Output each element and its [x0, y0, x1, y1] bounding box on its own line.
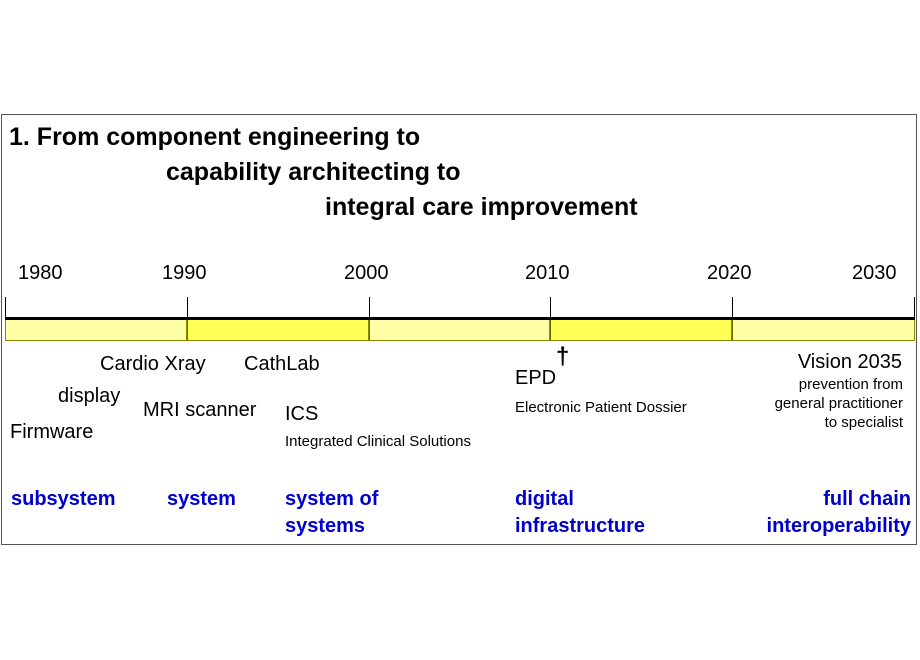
band-separator [187, 319, 188, 341]
year-label-2010: 2010 [525, 262, 570, 284]
title-line-2: capability architecting to [166, 158, 461, 186]
item-vision-2035: Vision 2035 [797, 351, 902, 373]
stage-full-chain-line-2: interoperability [766, 515, 911, 537]
vision-description-line-2: general practitioner [774, 395, 903, 412]
item-mri-scanner: MRI scanner [143, 399, 257, 421]
vision-description-line-1: prevention from [798, 376, 903, 393]
timeline-band-1990s [187, 319, 369, 341]
item-epd: EPD [515, 367, 557, 389]
diagram-frame [1, 114, 917, 545]
dagger-icon: † [556, 343, 570, 370]
year-label-2020: 2020 [707, 262, 752, 284]
stage-digital-line-1: digital [515, 488, 574, 510]
stage-digital-line-2: infrastructure [515, 515, 646, 537]
item-firmware: Firmware [10, 421, 94, 443]
item-epd-description: Electronic Patient Dossier [515, 399, 687, 416]
band-separator [732, 319, 733, 341]
item-ics-description: Integrated Clinical Solutions [285, 433, 471, 450]
band-separator [550, 319, 551, 341]
title-line-3: integral care improvement [325, 193, 638, 221]
timeline-tick [187, 297, 188, 319]
year-label-1980: 1980 [18, 262, 63, 284]
item-display: display [58, 385, 121, 407]
stage-system: system [167, 488, 236, 510]
stage-system-of-systems-line-1: system of [285, 488, 379, 510]
timeline-band-2000s [369, 319, 550, 341]
vision-description-line-3: to specialist [824, 414, 903, 431]
item-ics: ICS [285, 403, 319, 425]
timeline-band-2020s [732, 319, 915, 341]
timeline-tick [369, 297, 370, 319]
stage-full-chain-line-1: full chain [823, 488, 911, 510]
title-line-1: 1. From component engineering to [9, 123, 421, 151]
year-label-1990: 1990 [162, 262, 207, 284]
year-label-2030: 2030 [852, 262, 897, 284]
stage-system-of-systems-line-2: systems [285, 515, 366, 537]
timeline-band-2010s [550, 319, 732, 341]
year-label-2000: 2000 [344, 262, 389, 284]
timeline-tick [550, 297, 551, 319]
item-cathlab: CathLab [244, 353, 320, 375]
timeline-tick [732, 297, 733, 319]
timeline-axis [5, 317, 915, 320]
timeline-band-1980s [5, 319, 187, 341]
item-cardio-xray: Cardio Xray [100, 353, 206, 375]
timeline-tick [5, 297, 6, 319]
stage-subsystem: subsystem [11, 488, 116, 510]
timeline-tick [914, 297, 915, 319]
band-separator [369, 319, 370, 341]
